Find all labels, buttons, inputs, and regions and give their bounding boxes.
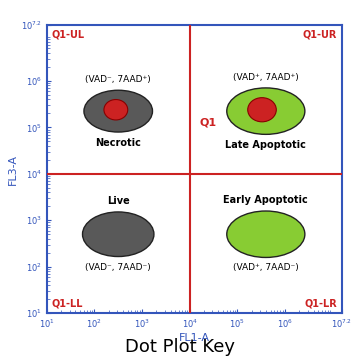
Text: (VAD⁺, 7AAD⁺): (VAD⁺, 7AAD⁺) xyxy=(233,73,299,82)
Text: Q1-LR: Q1-LR xyxy=(305,298,337,309)
Text: Q1-UR: Q1-UR xyxy=(303,30,337,40)
Ellipse shape xyxy=(248,98,276,122)
Text: (VAD⁺, 7AAD⁻): (VAD⁺, 7AAD⁻) xyxy=(233,264,299,273)
Text: (VAD⁻, 7AAD⁺): (VAD⁻, 7AAD⁺) xyxy=(85,75,151,84)
Text: (VAD⁻, 7AAD⁻): (VAD⁻, 7AAD⁻) xyxy=(85,262,151,271)
Text: Q1: Q1 xyxy=(199,118,216,128)
Ellipse shape xyxy=(227,88,305,134)
Ellipse shape xyxy=(84,90,153,132)
Text: Live: Live xyxy=(107,196,130,206)
Text: Q1-UL: Q1-UL xyxy=(51,30,85,40)
Text: Early Apoptotic: Early Apoptotic xyxy=(224,195,308,205)
Y-axis label: FL3-A: FL3-A xyxy=(8,154,18,185)
Ellipse shape xyxy=(227,211,305,257)
Text: Dot Plot Key: Dot Plot Key xyxy=(125,338,235,356)
Text: Q1-LL: Q1-LL xyxy=(51,298,83,309)
X-axis label: FL1-A: FL1-A xyxy=(179,333,210,343)
Ellipse shape xyxy=(104,99,128,120)
Ellipse shape xyxy=(82,212,154,257)
Text: Necrotic: Necrotic xyxy=(95,138,141,148)
Text: Late Apoptotic: Late Apoptotic xyxy=(225,140,306,150)
